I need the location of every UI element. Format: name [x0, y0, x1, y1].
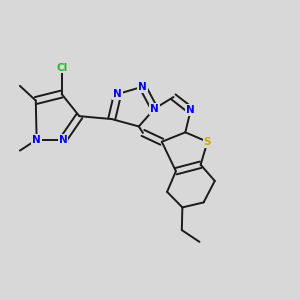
Text: N: N [113, 89, 122, 99]
Text: N: N [59, 135, 68, 145]
Text: N: N [32, 135, 41, 145]
Text: Cl: Cl [56, 63, 67, 73]
Text: S: S [204, 137, 211, 147]
Text: N: N [150, 104, 159, 114]
Text: N: N [186, 105, 195, 115]
Text: N: N [138, 82, 147, 92]
